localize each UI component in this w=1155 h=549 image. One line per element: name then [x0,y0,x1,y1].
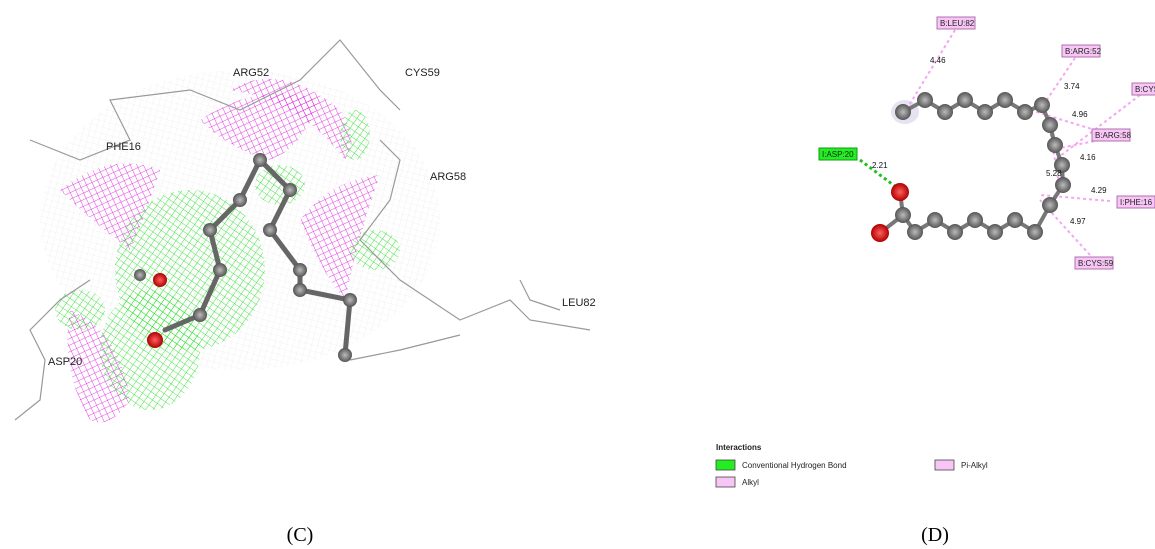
legend-label: Conventional Hydrogen Bond [742,461,847,470]
legend-title: Interactions [716,443,762,452]
legend-swatch [935,460,954,470]
legend-swatch [716,460,735,470]
distance-label: 4.29 [1091,186,1107,195]
distance-label: 2.21 [872,161,888,170]
residue-label: I:PHE:16 [1120,198,1153,207]
panel-d-render [860,30,1140,255]
residue-label: ASP20 [48,356,82,368]
residue-label: LEU82 [562,297,596,309]
distance-label: 4.16 [1080,153,1096,162]
residue-label: I:ASP:20 [822,150,854,159]
residue-label: ARG52 [233,67,269,79]
caption: (C) [287,524,314,546]
distance-label: 5.28 [1046,169,1062,178]
distance-label: 4.46 [930,56,946,65]
legend-label: Pi-Alkyl [961,461,988,470]
residue-label: ARG58 [430,171,466,183]
residue-label: B:ARG:52 [1065,47,1102,56]
legend-label: Alkyl [742,478,759,487]
residue-label: B:LEU:82 [940,19,975,28]
panel-c-render [15,40,590,423]
distance-label: 4.97 [1070,217,1086,226]
distance-label: 4.96 [1072,110,1088,119]
residue-label: CYS59 [405,67,440,79]
legend-swatch [716,477,735,487]
residue-label: PHE16 [106,141,141,153]
figure: ARG52 CYS59 PHE16 ARG58 LEU82 ASP20 B:LEU:82 B:… [0,0,1155,549]
residue-label: B:CYS:59 [1078,259,1114,268]
residue-label: B:ARG:58 [1095,131,1132,140]
caption: (D) [921,524,949,546]
residue-label: B:CYS [1135,85,1155,94]
distance-label: 3.74 [1064,82,1080,91]
